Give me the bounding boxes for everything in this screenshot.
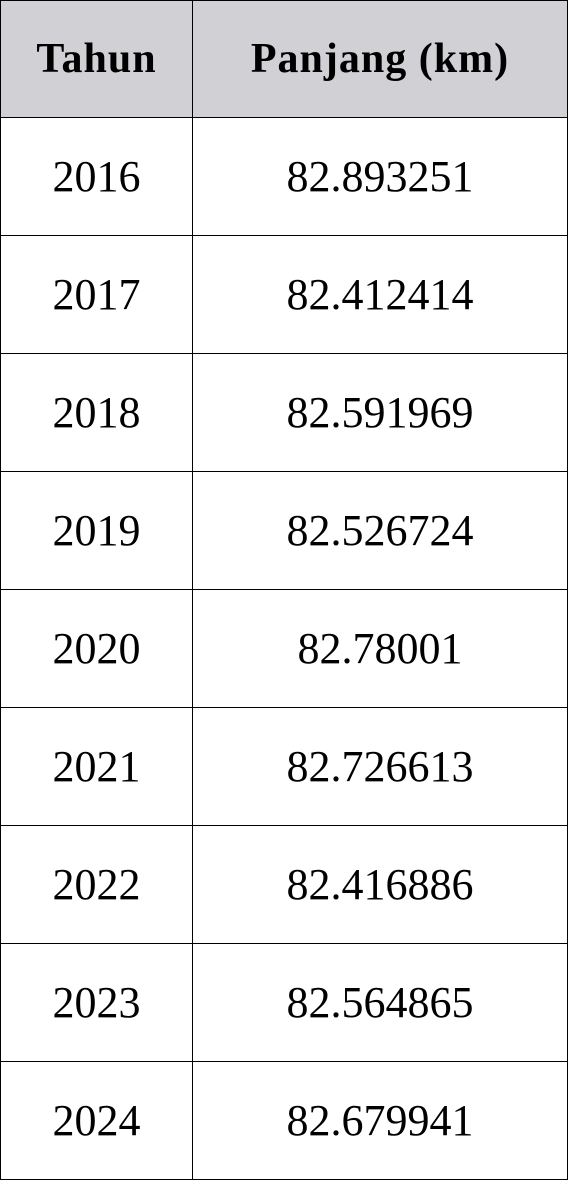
length-cell: 82.726613	[192, 707, 568, 826]
table-row: 2020 82.78001	[0, 589, 568, 708]
year-cell: 2021	[0, 707, 193, 826]
table-body: 2016 82.893251 2017 82.412414 2018 82.59…	[0, 117, 568, 1180]
length-cell: 82.412414	[192, 235, 568, 354]
length-cell: 82.591969	[192, 353, 568, 472]
length-cell: 82.679941	[192, 1061, 568, 1180]
header-row: Tahun Panjang (km)	[0, 0, 568, 118]
length-cell: 82.526724	[192, 471, 568, 590]
length-cell: 82.416886	[192, 825, 568, 944]
year-cell: 2020	[0, 589, 193, 708]
table-row: 2016 82.893251	[0, 117, 568, 236]
table-row: 2024 82.679941	[0, 1061, 568, 1180]
table-row: 2017 82.412414	[0, 235, 568, 354]
header-tahun: Tahun	[0, 0, 193, 118]
year-cell: 2019	[0, 471, 193, 590]
table-row: 2018 82.591969	[0, 353, 568, 472]
year-cell: 2018	[0, 353, 193, 472]
length-cell: 82.893251	[192, 117, 568, 236]
table-header: Tahun Panjang (km)	[0, 0, 568, 118]
year-cell: 2017	[0, 235, 193, 354]
year-cell: 2023	[0, 943, 193, 1062]
table-row: 2022 82.416886	[0, 825, 568, 944]
length-cell: 82.564865	[192, 943, 568, 1062]
table-row: 2019 82.526724	[0, 471, 568, 590]
year-cell: 2022	[0, 825, 193, 944]
table-row: 2021 82.726613	[0, 707, 568, 826]
length-cell: 82.78001	[192, 589, 568, 708]
table-row: 2023 82.564865	[0, 943, 568, 1062]
header-panjang: Panjang (km)	[192, 0, 568, 118]
year-cell: 2016	[0, 117, 193, 236]
year-cell: 2024	[0, 1061, 193, 1180]
